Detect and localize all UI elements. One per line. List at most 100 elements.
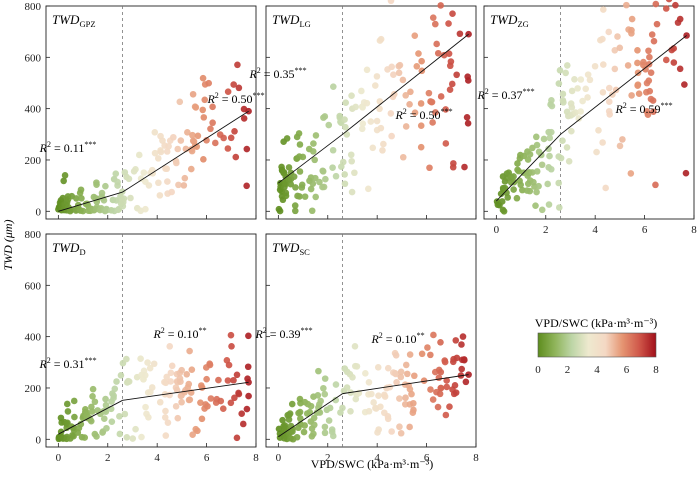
data-point — [599, 89, 607, 96]
data-point — [432, 109, 439, 116]
data-point — [411, 372, 418, 380]
data-point — [646, 53, 653, 61]
x-tick-label: 2 — [105, 452, 111, 464]
data-point — [640, 58, 647, 66]
data-point — [301, 422, 308, 429]
data-point — [359, 120, 367, 127]
data-point — [163, 165, 171, 173]
data-point — [298, 181, 306, 189]
data-point — [103, 424, 110, 432]
data-point — [290, 173, 298, 180]
data-point — [89, 393, 96, 400]
data-point — [605, 84, 613, 92]
data-point — [156, 398, 164, 406]
x-tick-label: 4 — [592, 224, 598, 236]
data-point — [546, 134, 554, 142]
data-point — [461, 163, 468, 171]
data-point — [431, 20, 439, 28]
data-point — [240, 115, 248, 122]
data-point — [198, 384, 206, 391]
data-point — [326, 404, 334, 412]
data-point — [559, 137, 566, 145]
x-tick-label: 4 — [374, 452, 380, 464]
data-point — [177, 378, 184, 385]
data-point — [114, 178, 121, 186]
data-point — [387, 0, 395, 5]
data-point — [575, 115, 583, 122]
data-point — [443, 383, 451, 391]
legend-ticks: 0 2 4 6 8 — [535, 364, 659, 376]
data-point — [233, 371, 241, 379]
data-point — [556, 67, 564, 74]
data-point — [167, 369, 175, 377]
data-point — [571, 76, 578, 83]
data-point — [582, 85, 590, 93]
data-point — [197, 399, 204, 406]
data-point — [348, 92, 355, 99]
data-point — [89, 385, 97, 393]
data-point — [364, 185, 372, 193]
data-point — [365, 407, 373, 415]
data-point — [363, 66, 371, 74]
data-point — [159, 137, 166, 144]
data-point — [358, 87, 365, 95]
data-point — [437, 339, 444, 346]
data-point — [681, 81, 688, 88]
data-point — [635, 90, 643, 98]
data-point — [227, 331, 235, 339]
data-point — [189, 90, 197, 98]
data-point — [402, 361, 410, 369]
data-point — [442, 106, 449, 113]
data-point — [349, 374, 356, 381]
data-point — [188, 366, 196, 373]
data-point — [513, 194, 521, 202]
y-tick-label: 800 — [25, 229, 42, 241]
data-point — [417, 143, 425, 151]
fit-line-left — [58, 399, 123, 435]
panel-frame — [265, 5, 477, 220]
data-point — [648, 31, 656, 38]
data-point — [627, 170, 635, 177]
r2-label-left: R2 = 0.35*** — [248, 66, 306, 81]
data-point — [377, 35, 385, 43]
data-point — [548, 97, 555, 104]
data-point — [283, 135, 291, 142]
data-point — [342, 99, 350, 107]
data-point — [63, 400, 71, 408]
data-point — [352, 103, 360, 111]
data-point — [137, 355, 144, 362]
data-point — [165, 142, 172, 150]
data-point — [189, 431, 196, 438]
colorbar-legend: VPD/SWC (kPa·m³·m⁻³) 0 2 4 6 8 — [535, 316, 660, 376]
data-point — [285, 164, 293, 171]
data-point — [329, 164, 336, 171]
data-point — [342, 123, 349, 131]
data-point — [81, 434, 88, 441]
data-point — [393, 379, 400, 386]
data-point — [341, 171, 349, 178]
x-tick-label: 6 — [424, 452, 430, 464]
data-point — [64, 408, 72, 415]
data-point — [392, 352, 400, 359]
data-point — [616, 44, 624, 52]
data-point — [380, 140, 387, 148]
panel-title: TWDGPZ — [52, 12, 96, 29]
data-point — [230, 376, 237, 384]
data-point — [332, 396, 340, 404]
data-point — [406, 351, 414, 358]
data-point — [593, 148, 600, 156]
data-point — [652, 0, 660, 8]
data-point — [71, 413, 78, 421]
legend-title: VPD/SWC (kPa·m³·m⁻³) — [535, 316, 658, 330]
data-point — [311, 174, 319, 182]
data-point — [599, 35, 606, 43]
fit-line-right — [560, 35, 687, 135]
data-point — [77, 420, 85, 428]
data-point — [339, 404, 346, 412]
data-point — [199, 74, 207, 82]
data-point — [224, 377, 232, 384]
panel-frame — [45, 5, 257, 220]
data-point — [151, 149, 159, 157]
data-point — [310, 430, 317, 438]
